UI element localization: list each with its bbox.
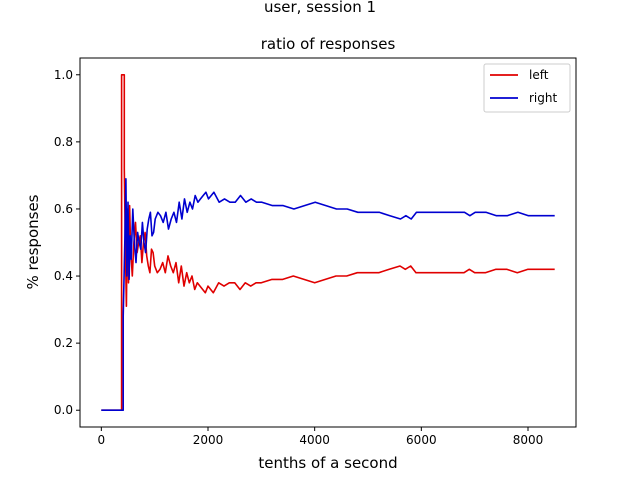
x-tick-label: 0 bbox=[98, 433, 106, 447]
x-tick-label: 2000 bbox=[193, 433, 224, 447]
x-tick-label: 8000 bbox=[513, 433, 544, 447]
y-tick-label: 1.0 bbox=[54, 68, 73, 82]
plot-area: 0 2000 4000 6000 8000 0.0 0.2 0.4 0.6 0.8 1.0 bbox=[54, 57, 577, 447]
legend: left right bbox=[483, 63, 571, 113]
axes-frame bbox=[79, 57, 577, 428]
y-tick-label: 0.4 bbox=[54, 269, 73, 283]
series-line-left bbox=[101, 74, 555, 412]
y-tick-label: 0.0 bbox=[54, 403, 73, 417]
legend-box bbox=[483, 63, 571, 113]
x-tick-label: 6000 bbox=[406, 433, 437, 447]
y-tick-label: 0.8 bbox=[54, 135, 73, 149]
legend-label-left: left bbox=[529, 68, 549, 82]
chart-title: ratio of responses bbox=[261, 35, 396, 53]
figure-suptitle: user, session 1 bbox=[264, 0, 376, 16]
y-tick-label: 0.6 bbox=[54, 202, 73, 216]
legend-label-right: right bbox=[529, 91, 557, 105]
y-axis-label: % responses bbox=[24, 194, 42, 289]
x-tick-label: 4000 bbox=[299, 433, 330, 447]
y-tick-label: 0.2 bbox=[54, 336, 73, 350]
x-axis-label: tenths of a second bbox=[258, 454, 397, 472]
series-line-right bbox=[101, 178, 555, 412]
